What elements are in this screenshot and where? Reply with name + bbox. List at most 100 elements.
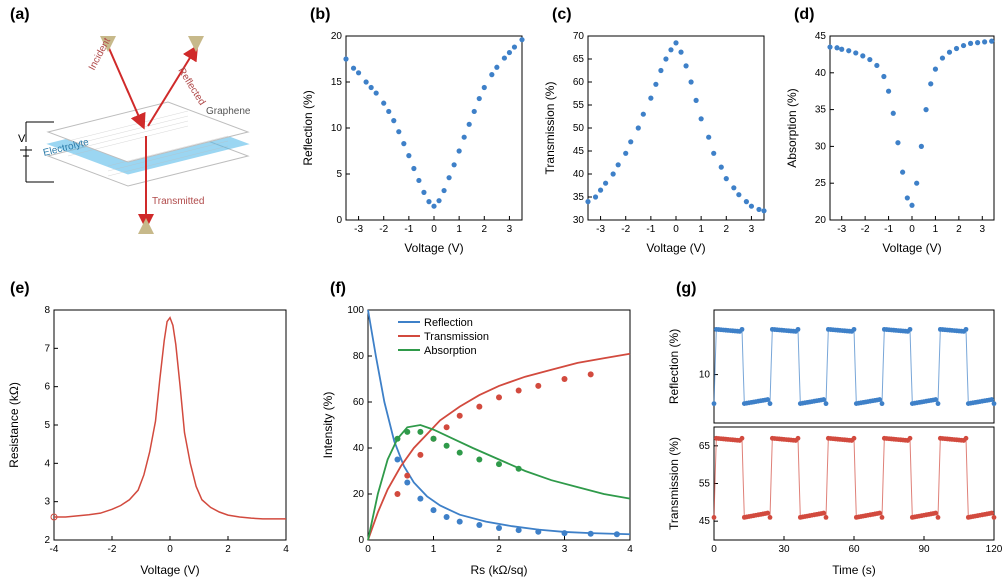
svg-text:20: 20: [353, 489, 365, 500]
svg-text:40: 40: [353, 443, 365, 454]
svg-text:2: 2: [225, 544, 231, 555]
svg-text:5: 5: [336, 169, 342, 180]
svg-text:4: 4: [44, 458, 50, 469]
svg-text:55: 55: [699, 479, 711, 490]
svg-text:-3: -3: [837, 224, 846, 235]
svg-text:Reflection: Reflection: [424, 317, 473, 329]
svg-text:3: 3: [980, 224, 986, 235]
svg-text:Voltage (V): Voltage (V): [882, 241, 941, 255]
svg-text:Reflection (%): Reflection (%): [667, 329, 681, 404]
label-v: V: [18, 133, 26, 145]
svg-text:0: 0: [673, 224, 679, 235]
svg-text:Time (s): Time (s): [832, 563, 876, 577]
svg-text:50: 50: [573, 123, 585, 134]
panel-d-label: (d): [794, 6, 814, 24]
svg-text:Transmission (%): Transmission (%): [667, 437, 681, 530]
svg-text:Transmission (%): Transmission (%): [543, 82, 557, 175]
svg-text:15: 15: [331, 77, 343, 88]
svg-text:45: 45: [699, 516, 711, 527]
svg-text:Voltage (V): Voltage (V): [140, 563, 199, 577]
svg-text:2: 2: [496, 544, 502, 555]
label-transmitted: Transmitted: [152, 196, 204, 207]
svg-text:3: 3: [44, 497, 50, 508]
panel-g-chart: 10 Reflection (%) 45 55 65 Transmission (%) 0 3…: [664, 300, 1002, 580]
svg-text:-1: -1: [884, 224, 893, 235]
panel-c-label: (c): [552, 6, 572, 24]
svg-text:60: 60: [848, 544, 860, 555]
svg-text:40: 40: [815, 68, 827, 79]
svg-text:-2: -2: [861, 224, 870, 235]
figure-root: (a): [0, 0, 1004, 588]
svg-text:1: 1: [456, 224, 462, 235]
svg-text:65: 65: [699, 441, 711, 452]
svg-text:-1: -1: [646, 224, 655, 235]
panel-f-chart: 01234020406080100Rs (kΩ/sq)Intensity (%)…: [320, 300, 640, 580]
svg-text:Absorption: Absorption: [424, 345, 477, 357]
svg-text:0: 0: [167, 544, 173, 555]
svg-text:2: 2: [956, 224, 962, 235]
label-incident: Incident: [87, 36, 113, 72]
svg-text:1: 1: [698, 224, 704, 235]
svg-text:Reflection (%): Reflection (%): [301, 90, 315, 165]
svg-text:45: 45: [573, 146, 585, 157]
svg-text:2: 2: [44, 535, 50, 546]
svg-text:-2: -2: [108, 544, 117, 555]
svg-text:0: 0: [336, 215, 342, 226]
panel-e-chart: -4 -2 0 2 4 2 3 4 5 6 7 8 Voltage (V) Resistance (kΩ): [6, 300, 296, 580]
svg-text:6: 6: [44, 382, 50, 393]
svg-text:Transmission: Transmission: [424, 331, 489, 343]
svg-text:120: 120: [986, 544, 1002, 555]
svg-text:55: 55: [573, 100, 585, 111]
svg-text:Absorption (%): Absorption (%): [785, 88, 799, 167]
svg-text:8: 8: [44, 305, 50, 316]
panel-c-chart: -3-2-10123303540455055606570Voltage (V)T…: [542, 28, 772, 258]
svg-text:0: 0: [711, 544, 717, 555]
panel-f-label: (f): [330, 280, 346, 298]
svg-text:30: 30: [573, 215, 585, 226]
svg-text:1: 1: [431, 544, 437, 555]
panel-d-chart: -3-2-10123202530354045Voltage (V)Absorpt…: [784, 28, 1002, 258]
svg-text:4: 4: [627, 544, 633, 555]
label-reflected: Reflected: [175, 66, 207, 108]
svg-text:45: 45: [815, 31, 827, 42]
svg-text:Voltage (V): Voltage (V): [404, 241, 463, 255]
svg-text:Rs (kΩ/sq): Rs (kΩ/sq): [471, 563, 528, 577]
svg-text:40: 40: [573, 169, 585, 180]
svg-text:Intensity (%): Intensity (%): [321, 392, 335, 459]
svg-text:60: 60: [573, 77, 585, 88]
svg-text:0: 0: [909, 224, 915, 235]
svg-text:0: 0: [431, 224, 437, 235]
svg-text:3: 3: [507, 224, 513, 235]
svg-text:-2: -2: [379, 224, 388, 235]
svg-text:Voltage (V): Voltage (V): [646, 241, 705, 255]
svg-text:60: 60: [353, 397, 365, 408]
svg-text:25: 25: [815, 178, 827, 189]
svg-text:10: 10: [699, 370, 711, 381]
svg-text:35: 35: [573, 192, 585, 203]
svg-text:65: 65: [573, 54, 585, 65]
svg-text:-2: -2: [621, 224, 630, 235]
svg-text:5: 5: [44, 420, 50, 431]
svg-text:-3: -3: [354, 224, 363, 235]
svg-text:1: 1: [933, 224, 939, 235]
svg-text:7: 7: [44, 343, 50, 354]
svg-text:35: 35: [815, 105, 827, 116]
svg-text:0: 0: [365, 544, 371, 555]
svg-text:20: 20: [815, 215, 827, 226]
svg-text:Resistance (kΩ): Resistance (kΩ): [7, 382, 21, 468]
svg-text:3: 3: [749, 224, 755, 235]
svg-text:-4: -4: [50, 544, 59, 555]
svg-text:0: 0: [358, 535, 364, 546]
panel-b-label: (b): [310, 6, 330, 24]
svg-text:100: 100: [347, 305, 364, 316]
svg-text:10: 10: [331, 123, 343, 134]
svg-text:80: 80: [353, 351, 365, 362]
svg-text:3: 3: [562, 544, 568, 555]
svg-text:30: 30: [778, 544, 790, 555]
svg-text:70: 70: [573, 31, 585, 42]
panel-g-label: (g): [676, 280, 696, 298]
panel-b-chart: -3-2-1012305101520Voltage (V)Reflection …: [300, 28, 530, 258]
svg-text:2: 2: [482, 224, 488, 235]
panel-a-label: (a): [10, 6, 30, 24]
svg-text:4: 4: [283, 544, 289, 555]
